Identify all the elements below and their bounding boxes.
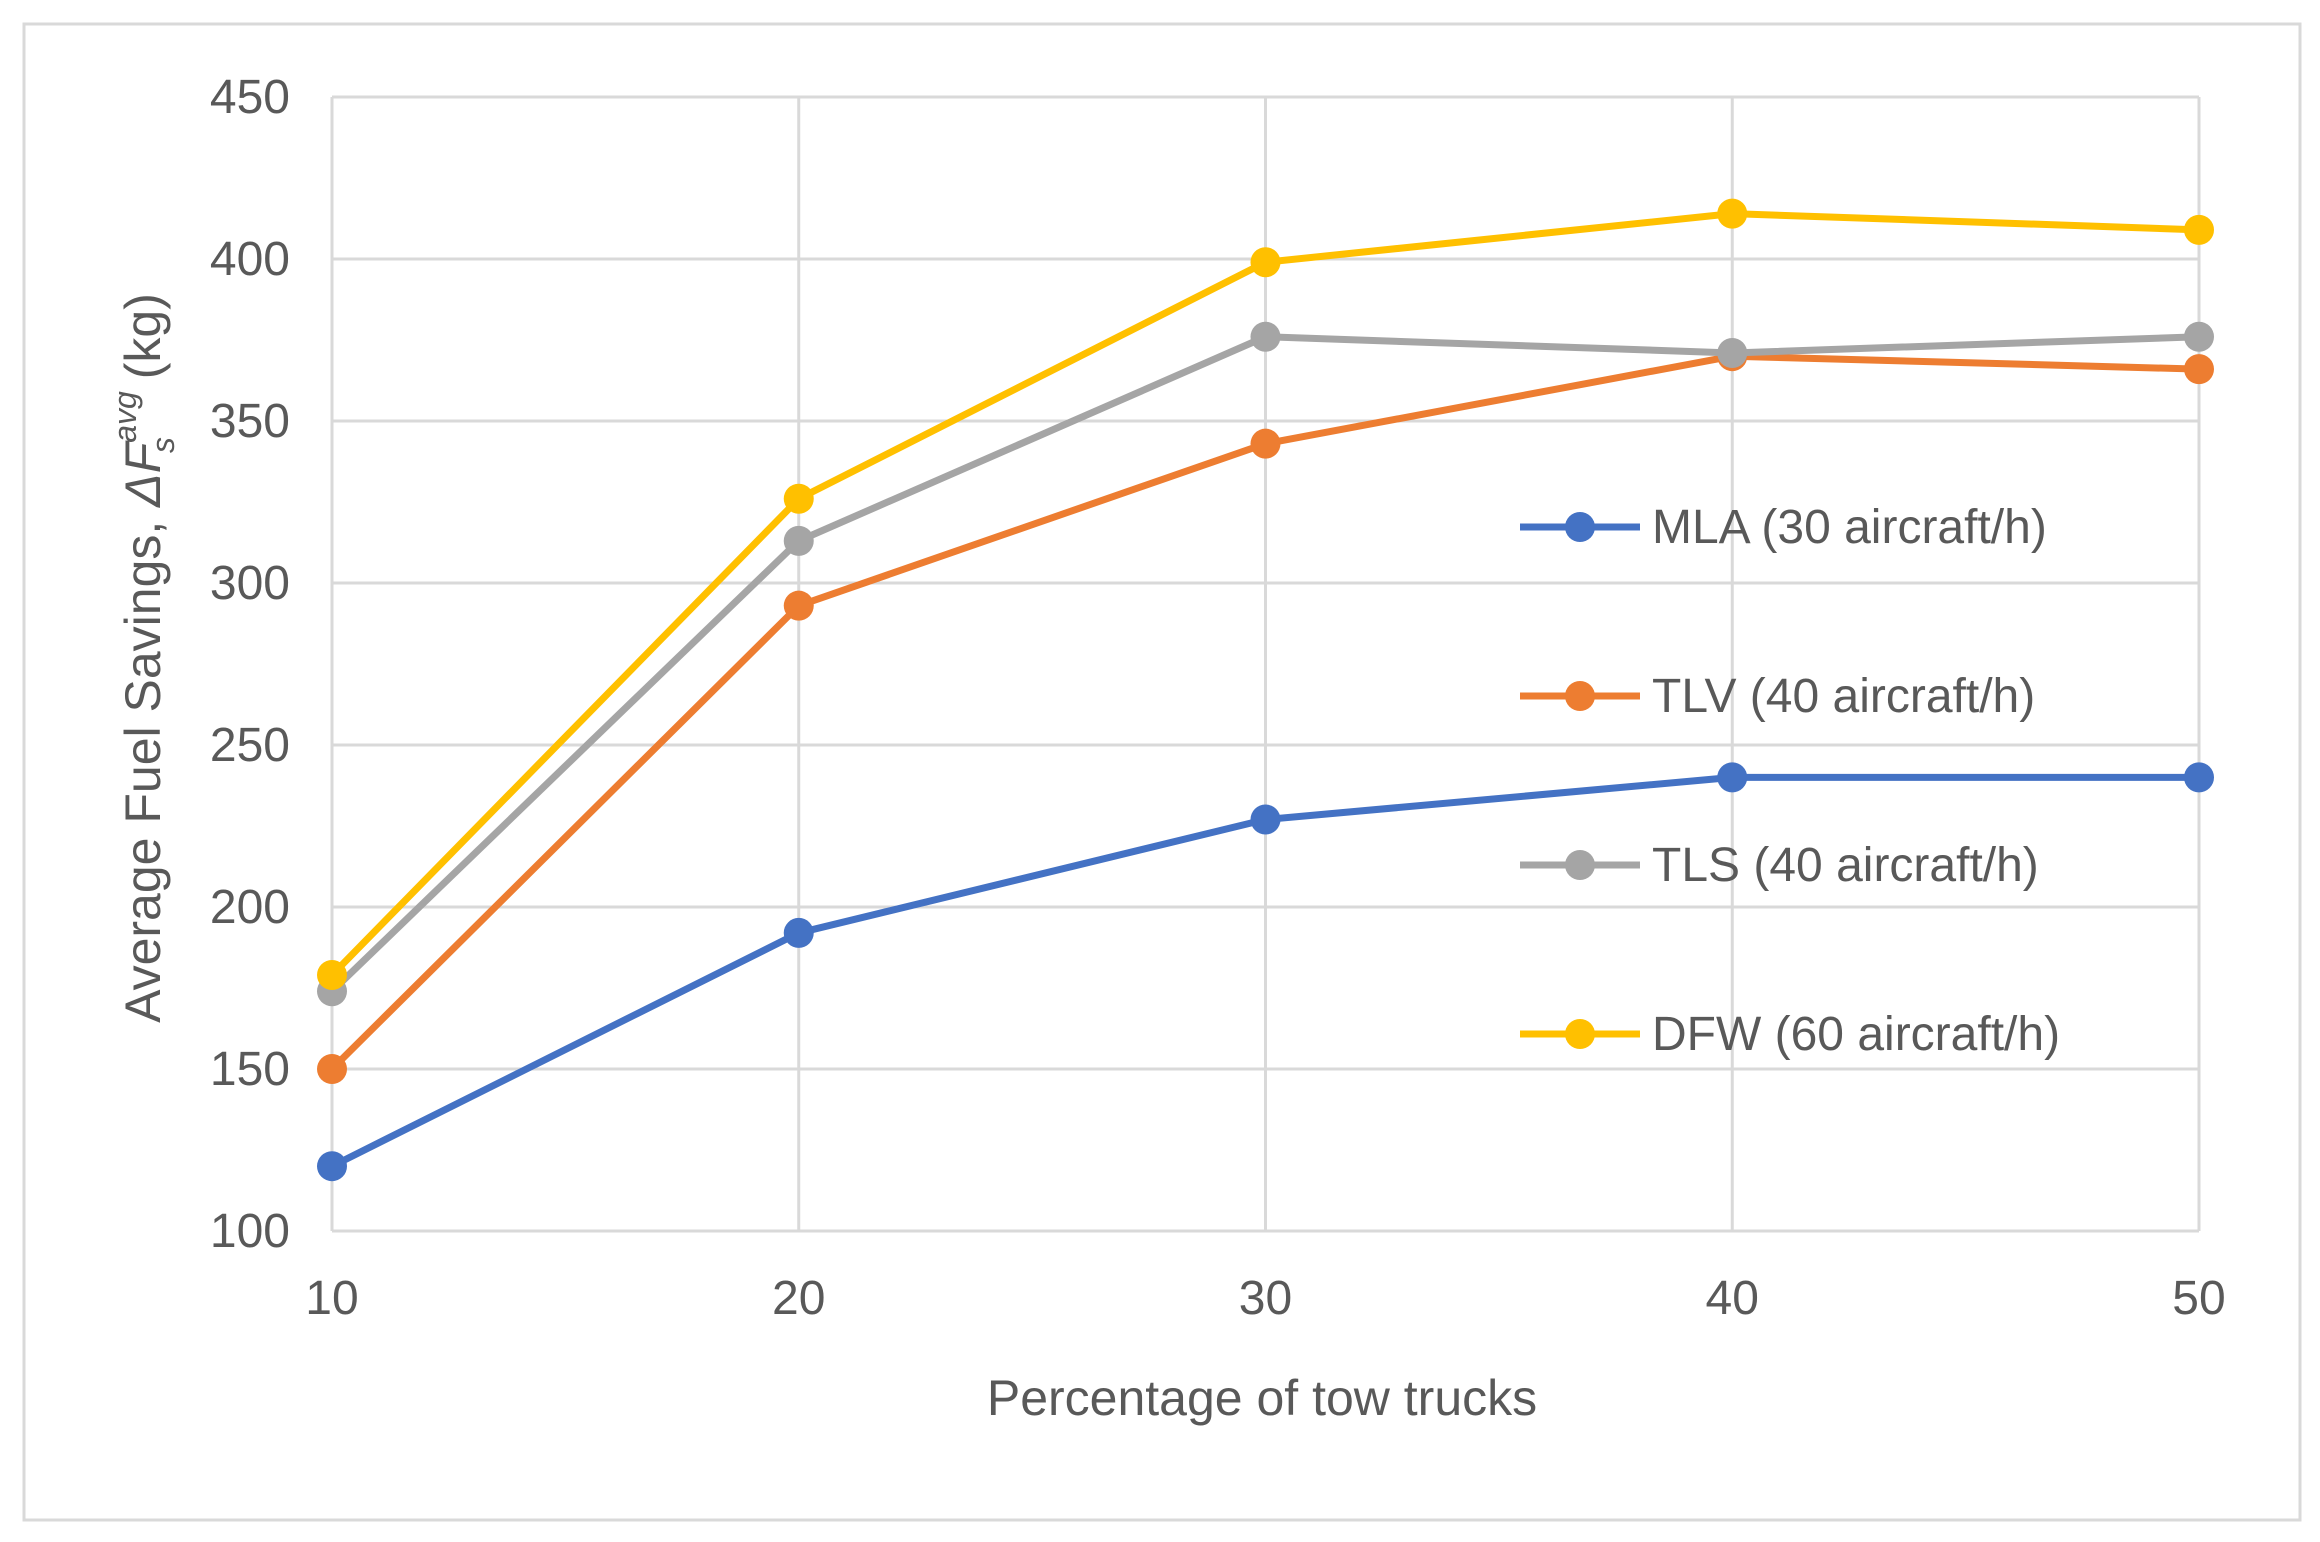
y-tick-label: 350 <box>210 395 290 448</box>
x-tick-label: 30 <box>1239 1272 1292 1325</box>
x-tick-label: 10 <box>305 1272 358 1325</box>
legend-marker <box>1565 850 1595 880</box>
x-tick-label: 20 <box>772 1272 825 1325</box>
legend: MLA (30 aircraft/h) TLV (40 aircraft/h) TL… <box>1520 501 2060 1061</box>
legend-label: TLS (40 aircraft/h) <box>1652 839 2039 892</box>
legend-item: TLS (40 aircraft/h) <box>1520 839 2039 892</box>
y-axis-title-superscript: avg <box>107 391 143 443</box>
y-tick-label: 200 <box>210 881 290 934</box>
y-tick-label: 100 <box>210 1205 290 1258</box>
y-axis-title-suffix: (kg) <box>115 293 171 393</box>
legend-label: TLV (40 aircraft/h) <box>1652 670 2035 723</box>
x-axis-title: Percentage of tow trucks <box>987 1370 1537 1426</box>
data-point <box>317 1151 347 1182</box>
data-point <box>783 917 814 948</box>
series-0 <box>317 762 2214 1182</box>
legend-item: TLV (40 aircraft/h) <box>1520 670 2035 723</box>
data-point <box>2184 214 2214 245</box>
y-tick-label: 450 <box>210 71 290 124</box>
gridlines <box>330 95 2201 1233</box>
y-tick-label: 400 <box>210 233 290 286</box>
legend-label: MLA (30 aircraft/h) <box>1652 501 2047 554</box>
data-point <box>1717 198 1748 229</box>
chart-border <box>22 22 2302 1522</box>
legend-item: DFW (60 aircraft/h) <box>1520 1008 2060 1061</box>
legend-marker <box>1565 512 1595 542</box>
data-point <box>1717 337 1748 368</box>
legend-marker <box>1565 1019 1595 1049</box>
y-axis-title: Average Fuel Savings, ΔFavgs (kg) <box>107 293 181 1023</box>
y-axis-title-subscript: s <box>145 437 181 453</box>
data-point <box>1250 321 1281 352</box>
data-point <box>1250 428 1281 459</box>
series-lines <box>317 198 2214 1182</box>
y-tick-label: 150 <box>210 1043 290 1096</box>
data-point <box>783 483 814 514</box>
legend-label: DFW (60 aircraft/h) <box>1652 1008 2060 1061</box>
data-point <box>1250 247 1281 278</box>
data-point <box>317 960 347 991</box>
data-point <box>2184 762 2214 793</box>
data-point <box>783 525 814 556</box>
tick-labels: 100 150 200 250 300 350 400 450 10 20 30 40 50 <box>210 71 2226 1325</box>
data-point <box>1717 762 1748 793</box>
y-axis-title-prefix: Average Fuel Savings, <box>115 507 171 1023</box>
y-axis-title-symbol: ΔF <box>115 440 171 508</box>
data-point <box>2184 354 2214 385</box>
data-point <box>317 1054 347 1084</box>
data-point <box>783 590 814 621</box>
y-tick-label: 250 <box>210 719 290 772</box>
data-point <box>1250 804 1281 835</box>
legend-marker <box>1565 681 1595 711</box>
data-point <box>2184 321 2214 352</box>
y-tick-label: 300 <box>210 557 290 610</box>
x-tick-label: 40 <box>1706 1272 1759 1325</box>
series-3 <box>317 198 2214 991</box>
x-tick-label: 50 <box>2172 1272 2225 1325</box>
legend-item: MLA (30 aircraft/h) <box>1520 501 2047 554</box>
